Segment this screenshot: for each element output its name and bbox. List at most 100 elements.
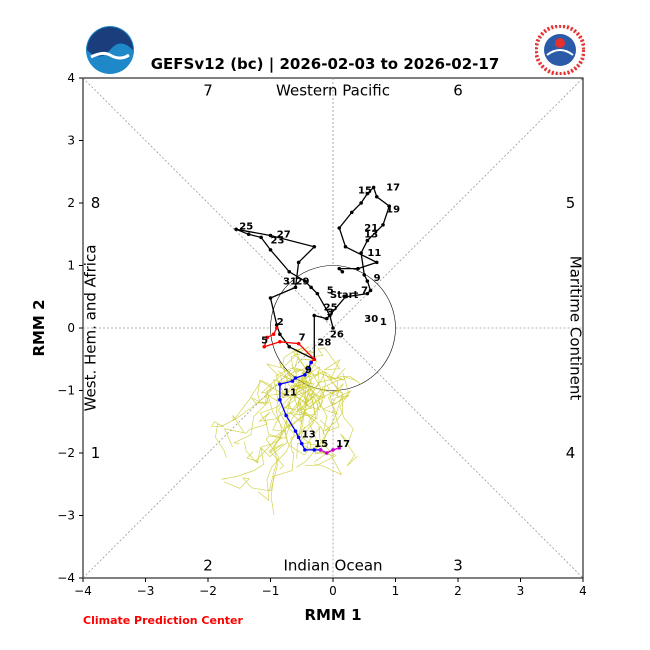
ensemble-member-line bbox=[277, 347, 312, 389]
unit-circle bbox=[270, 265, 396, 391]
ensemble-member-line bbox=[232, 361, 298, 433]
data-label: 25 bbox=[239, 221, 253, 232]
nws-logo bbox=[535, 25, 585, 75]
x-tick-label: −2 bbox=[199, 584, 217, 598]
series-point bbox=[268, 233, 273, 238]
series-point bbox=[331, 448, 335, 452]
series-point bbox=[274, 326, 279, 330]
series-point bbox=[312, 448, 317, 452]
y-axis-label: RMM 2 bbox=[30, 299, 48, 356]
series-point bbox=[265, 335, 270, 340]
series-point bbox=[337, 226, 342, 230]
ensemble-member-line bbox=[224, 357, 303, 448]
series-point bbox=[293, 376, 298, 380]
series-point bbox=[337, 266, 342, 271]
series-point bbox=[309, 360, 313, 365]
y-tick-label: −4 bbox=[57, 571, 75, 585]
series-point bbox=[365, 291, 370, 296]
series-point bbox=[349, 210, 354, 215]
data-label: 17 bbox=[336, 439, 350, 450]
series-point bbox=[312, 357, 317, 362]
data-label: 30 bbox=[364, 314, 378, 325]
data-label: Start bbox=[330, 290, 359, 301]
series-point bbox=[312, 244, 317, 249]
region-label-top: Western Pacific bbox=[276, 82, 390, 100]
data-label: 31 bbox=[283, 276, 297, 287]
series-point bbox=[374, 194, 379, 199]
region-label-left: West. Hem. and Africa bbox=[82, 245, 100, 412]
ensemble-member-line bbox=[211, 369, 297, 458]
data-label: 13 bbox=[302, 429, 316, 440]
series-point bbox=[287, 269, 292, 274]
x-tick-label: −4 bbox=[74, 584, 92, 598]
series-point bbox=[340, 269, 345, 274]
series-point bbox=[365, 238, 370, 243]
ensemble-member-line bbox=[281, 346, 337, 457]
ensemble-member-line bbox=[246, 395, 314, 463]
noaa-logo bbox=[86, 26, 134, 74]
series-point bbox=[318, 448, 323, 452]
series-point bbox=[362, 273, 367, 277]
series-point bbox=[274, 323, 279, 327]
series-point bbox=[343, 244, 348, 249]
series-point bbox=[278, 332, 282, 337]
data-label: 3 bbox=[327, 308, 334, 319]
data-label: 17 bbox=[386, 183, 400, 194]
data-label: 21 bbox=[364, 223, 378, 234]
data-label: 27 bbox=[277, 229, 291, 240]
ensemble-member-line bbox=[282, 349, 315, 410]
series-point bbox=[315, 291, 320, 296]
phase-number: 8 bbox=[91, 194, 101, 212]
x-tick-label: −3 bbox=[137, 584, 155, 598]
series-point bbox=[271, 332, 276, 337]
data-label: 11 bbox=[367, 248, 381, 259]
data-label: 26 bbox=[330, 329, 344, 340]
y-tick-label: 0 bbox=[67, 321, 75, 335]
series-point bbox=[246, 232, 251, 237]
series-point bbox=[303, 279, 307, 283]
phase-number: 6 bbox=[453, 82, 463, 100]
series-point bbox=[324, 316, 329, 321]
series-point bbox=[365, 279, 370, 283]
series-point bbox=[293, 285, 298, 290]
series-point bbox=[299, 441, 304, 446]
data-label: 25 bbox=[324, 303, 338, 314]
data-label: 7 bbox=[299, 333, 306, 344]
data-label: 19 bbox=[386, 204, 400, 215]
phase-number: 4 bbox=[566, 444, 576, 462]
phase-number: 7 bbox=[203, 82, 213, 100]
credit-text: Climate Prediction Center bbox=[83, 614, 243, 627]
y-tick-label: 2 bbox=[67, 196, 75, 210]
data-label: 7 bbox=[361, 286, 368, 297]
series-point bbox=[359, 201, 363, 205]
y-tick-label: 4 bbox=[67, 71, 75, 85]
data-label: 9 bbox=[305, 365, 312, 376]
series-point bbox=[324, 451, 329, 455]
series-point bbox=[284, 413, 288, 418]
data-label: 5 bbox=[327, 286, 334, 297]
x-tick-label: 3 bbox=[517, 584, 525, 598]
series-point bbox=[268, 296, 273, 300]
series-point bbox=[331, 326, 335, 330]
ensemble-member-line bbox=[266, 380, 343, 476]
x-axis-label: RMM 1 bbox=[304, 606, 361, 624]
series-point bbox=[337, 446, 342, 450]
ensemble-member-line bbox=[296, 371, 338, 459]
series-point bbox=[328, 313, 332, 318]
series-point bbox=[359, 251, 363, 255]
ensemble-member-line bbox=[310, 347, 344, 416]
series-point bbox=[371, 185, 376, 190]
data-label: 11 bbox=[283, 388, 297, 399]
data-label: 1 bbox=[380, 317, 387, 328]
series-point bbox=[312, 313, 317, 318]
phase-number: 3 bbox=[453, 557, 463, 575]
series-point bbox=[381, 223, 385, 227]
series-point bbox=[259, 235, 263, 240]
phase-number: 2 bbox=[203, 557, 213, 575]
y-tick-label: 1 bbox=[67, 259, 75, 273]
data-label: 23 bbox=[271, 236, 285, 247]
y-tick-label: −3 bbox=[57, 509, 75, 523]
series-point bbox=[343, 294, 348, 299]
series-point bbox=[374, 260, 379, 265]
